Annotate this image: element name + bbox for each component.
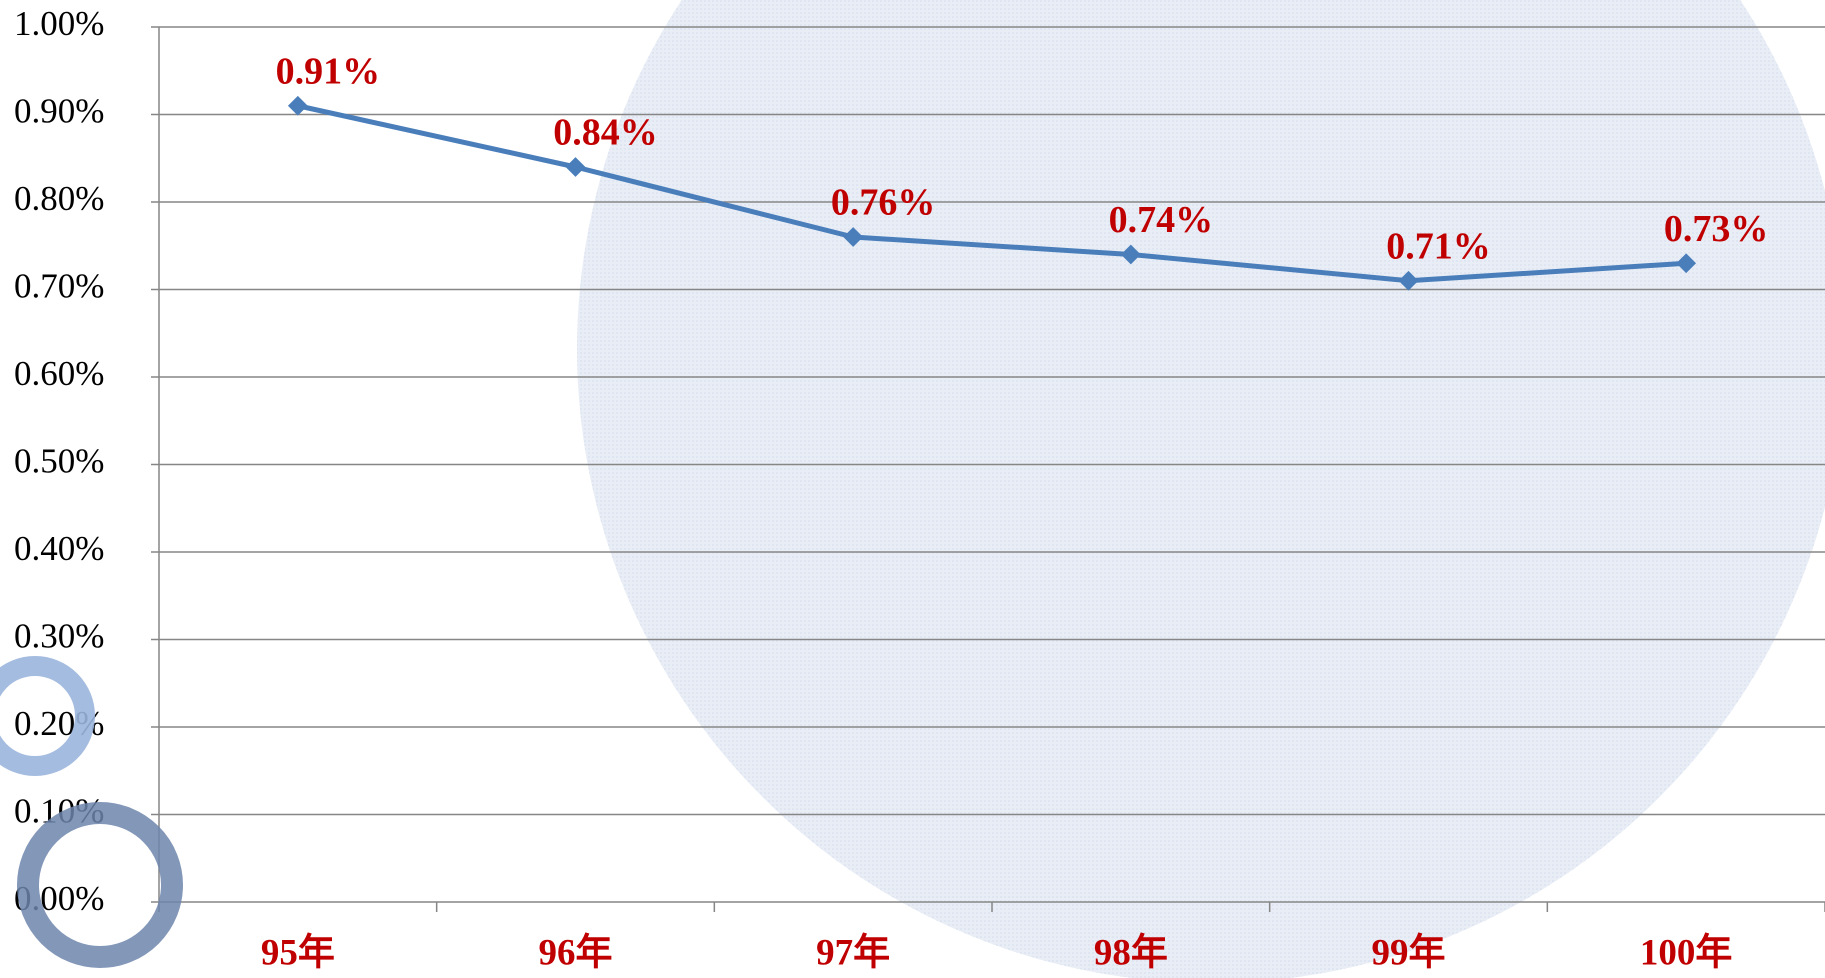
x-tick-label: 96年 <box>539 931 613 973</box>
y-tick-label: 0.90% <box>14 92 104 131</box>
x-tick-label: 99年 <box>1372 931 1446 973</box>
x-tick-label: 100年 <box>1640 931 1733 973</box>
data-label: 0.84% <box>553 112 658 154</box>
chart: 0.00%0.10%0.20%0.30%0.40%0.50%0.60%0.70%… <box>0 0 1825 978</box>
y-tick-label: 0.40% <box>14 529 104 568</box>
y-tick-label: 0.80% <box>14 179 104 218</box>
x-tick-label: 98年 <box>1094 931 1168 973</box>
data-label: 0.91% <box>276 50 381 92</box>
y-tick-label: 0.30% <box>14 617 104 656</box>
data-label: 0.74% <box>1109 199 1214 241</box>
y-tick-label: 1.00% <box>14 4 104 43</box>
x-tick-label: 95年 <box>261 931 335 973</box>
background-circle <box>577 0 1825 978</box>
data-label: 0.76% <box>831 182 936 224</box>
data-label: 0.73% <box>1664 208 1769 250</box>
point-marker <box>566 157 586 177</box>
y-tick-label: 0.70% <box>14 267 104 306</box>
y-tick-label: 0.60% <box>14 354 104 393</box>
y-tick-label: 0.50% <box>14 442 104 481</box>
x-tick-label: 97年 <box>816 931 890 973</box>
point-marker <box>288 96 308 116</box>
data-label: 0.71% <box>1386 225 1491 267</box>
